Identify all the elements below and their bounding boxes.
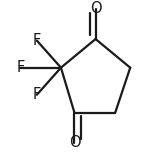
Text: F: F: [33, 87, 41, 102]
Text: F: F: [33, 33, 41, 48]
Text: O: O: [90, 1, 101, 16]
Text: O: O: [69, 135, 80, 150]
Text: F: F: [16, 60, 24, 75]
